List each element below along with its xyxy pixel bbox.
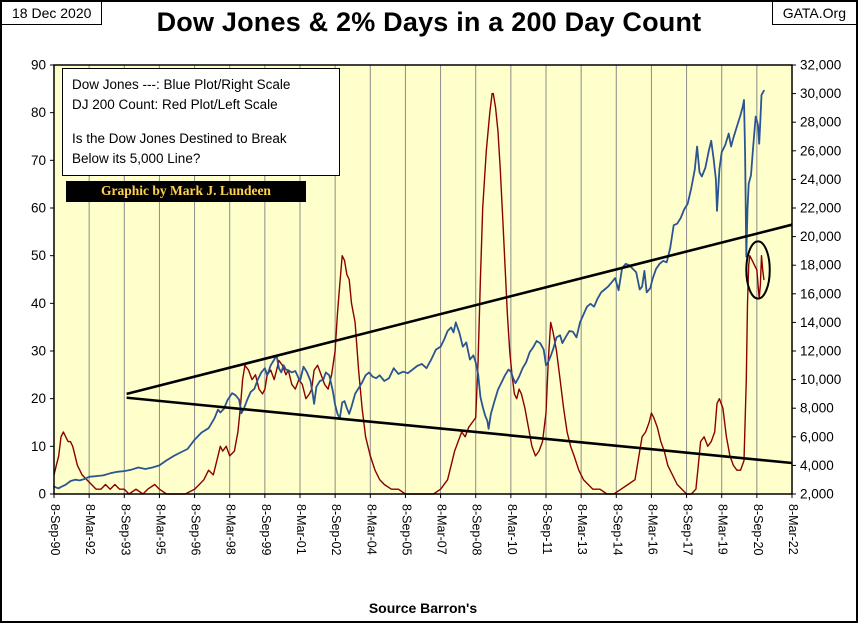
series-dj-200-count <box>53 92 765 495</box>
right-axis-label: 2,000 <box>800 487 834 502</box>
site-label: GATA.Org <box>771 2 856 25</box>
left-axis-label: 40 <box>31 296 46 311</box>
right-axis-label: 24,000 <box>800 172 841 187</box>
right-axis-label: 14,000 <box>800 315 841 330</box>
x-axis-label: 8-Mar-16 <box>645 504 659 555</box>
left-axis-label: 80 <box>31 105 46 120</box>
left-axis-label: 0 <box>38 487 46 502</box>
x-axis-label: 8-Sep-93 <box>118 504 132 555</box>
rising-trend-line <box>126 223 793 396</box>
x-axis-label: 8-Sep-14 <box>610 504 624 555</box>
legend-line-count: DJ 200 Count: Red Plot/Left Scale <box>72 97 278 113</box>
falling-trend-line <box>126 396 793 465</box>
source-label: Source Barron's <box>368 600 478 616</box>
right-axis-label: 26,000 <box>800 143 841 158</box>
x-axis-label: 8-Sep-05 <box>399 504 413 555</box>
left-axis-label: 10 <box>31 439 46 454</box>
x-axis-label: 8-Sep-20 <box>751 504 765 555</box>
right-axis-label: 18,000 <box>800 258 841 273</box>
series-dow-jones <box>53 89 765 490</box>
right-axis-label: 28,000 <box>800 115 841 130</box>
annotation-question-line2: Below its 5,000 Line? <box>72 150 201 166</box>
x-axis-label: 8-Mar-22 <box>786 504 800 555</box>
credit-banner: Graphic by Mark J. Lundeen <box>66 181 306 202</box>
x-axis-label: 8-Sep-99 <box>259 504 273 555</box>
x-axis-label: 8-Mar-01 <box>294 504 308 555</box>
right-axis-label: 10,000 <box>800 372 841 387</box>
x-axis-label: 8-Mar-04 <box>364 504 378 555</box>
left-axis-label: 30 <box>31 344 46 359</box>
right-axis-label: 6,000 <box>800 429 834 444</box>
x-axis-label: 8-Sep-11 <box>540 504 554 555</box>
x-axis-label: 8-Sep-96 <box>189 504 203 555</box>
date-label: 18 Dec 2020 <box>2 2 103 25</box>
x-axis-label: 8-Mar-95 <box>153 504 167 555</box>
right-axis-label: 32,000 <box>800 58 841 73</box>
legend-box: Dow Jones ---: Blue Plot/Right Scale DJ … <box>62 68 340 176</box>
right-axis-label: 8,000 <box>800 401 834 416</box>
left-axis-label: 20 <box>31 391 46 406</box>
plot-border <box>53 64 793 495</box>
left-axis-label: 60 <box>31 201 46 216</box>
right-axis-label: 16,000 <box>800 286 841 301</box>
legend-line-dow: Dow Jones ---: Blue Plot/Right Scale <box>72 77 291 92</box>
annotation-question-line1: Is the Dow Jones Destined to Break <box>72 130 287 146</box>
x-axis-label: 8-Sep-90 <box>48 504 62 555</box>
x-axis-label: 8-Mar-10 <box>505 504 519 555</box>
right-axis-label: 30,000 <box>800 86 841 101</box>
x-axis-label: 8-Mar-92 <box>83 504 97 555</box>
x-axis-label: 8-Mar-98 <box>224 504 238 555</box>
2020-spike-circle-annotation <box>745 240 771 300</box>
right-axis-label: 12,000 <box>800 344 841 359</box>
left-axis-label: 50 <box>31 248 46 263</box>
x-axis-label: 8-Sep-17 <box>681 504 695 555</box>
right-axis-label: 22,000 <box>800 201 841 216</box>
x-axis-label: 8-Mar-19 <box>716 504 730 555</box>
x-axis-label: 8-Mar-07 <box>435 504 449 555</box>
x-axis-label: 8-Sep-08 <box>470 504 484 555</box>
right-axis-label: 4,000 <box>800 458 834 473</box>
left-axis-label: 70 <box>31 153 46 168</box>
x-axis-label: 8-Mar-13 <box>575 504 589 555</box>
x-axis-label: 8-Sep-02 <box>329 504 343 555</box>
left-axis-label: 90 <box>31 58 46 73</box>
right-axis-label: 20,000 <box>800 229 841 244</box>
chart-title: Dow Jones & 2% Days in a 200 Day Count <box>156 7 702 37</box>
